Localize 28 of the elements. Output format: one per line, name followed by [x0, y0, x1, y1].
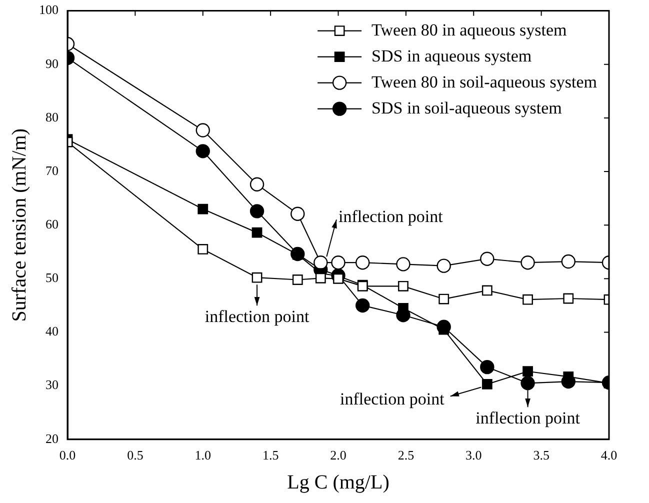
y-tick-label: 20 [46, 430, 58, 446]
x-tick-label: 2.5 [398, 448, 414, 463]
legend-label: Tween 80 in soil-aqueous system [372, 72, 598, 92]
y-tick-label: 50 [46, 270, 58, 286]
annotation: inflection point [476, 408, 580, 428]
x-tick-label: 1.5 [262, 448, 279, 463]
y-tick-label: 60 [46, 216, 58, 232]
x-axis-title: Lg C (mg/L) [287, 471, 390, 494]
annotation: inflection point [338, 207, 444, 226]
y-tick-label: 80 [46, 109, 58, 124]
x-tick-label: 3.0 [466, 448, 482, 463]
legend-label: SDS in aqueous system [372, 46, 532, 66]
y-tick-label: 70 [46, 162, 58, 178]
y-tick-label: 40 [46, 324, 58, 339]
y-tick-label: 90 [46, 56, 58, 71]
x-tick-label: 0.0 [59, 448, 76, 463]
x-tick-label: 2.0 [330, 448, 346, 463]
legend-label: Tween 80 in aqueous system [372, 20, 567, 40]
y-tick-label: 30 [46, 377, 58, 392]
legend-label: SDS in soil-aqueous system [372, 98, 562, 118]
x-tick-label: 0.5 [127, 448, 144, 463]
x-tick-label: 4.0 [600, 448, 618, 463]
annotation: inflection point [204, 307, 310, 326]
y-tick-label: 100 [39, 2, 58, 18]
x-tick-label: 1.0 [194, 448, 211, 463]
y-axis-title: Surface tension (mN/m) [8, 128, 30, 322]
annotation: inflection point [340, 390, 445, 409]
x-tick-label: 3.5 [533, 448, 550, 463]
